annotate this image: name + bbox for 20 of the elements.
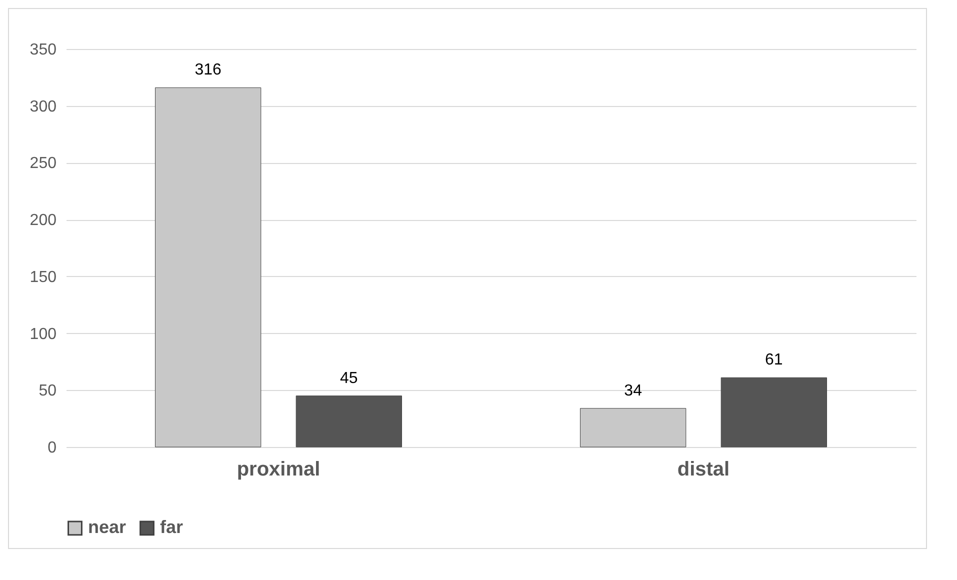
x-tick-label: proximal	[236, 458, 320, 480]
data-label: 34	[624, 382, 642, 400]
y-tick-label: 100	[30, 326, 57, 343]
y-tick-label: 150	[30, 268, 57, 286]
bar	[155, 87, 262, 448]
x-tick-label: distal	[677, 458, 730, 480]
bar	[580, 408, 686, 448]
data-label: 316	[194, 62, 222, 79]
bar	[720, 377, 827, 448]
y-tick-label: 50	[38, 382, 57, 400]
y-tick-label: 250	[30, 155, 57, 172]
y-tick-label: 350	[30, 42, 57, 58]
legend-label: far	[160, 517, 184, 538]
data-label: 45	[340, 370, 358, 387]
data-label: 61	[765, 352, 783, 369]
bar	[296, 396, 402, 448]
y-tick-label: 0	[48, 440, 57, 456]
legend-label: near	[88, 517, 126, 538]
y-tick-label: 300	[30, 98, 57, 116]
y-tick-label: 200	[30, 212, 57, 230]
